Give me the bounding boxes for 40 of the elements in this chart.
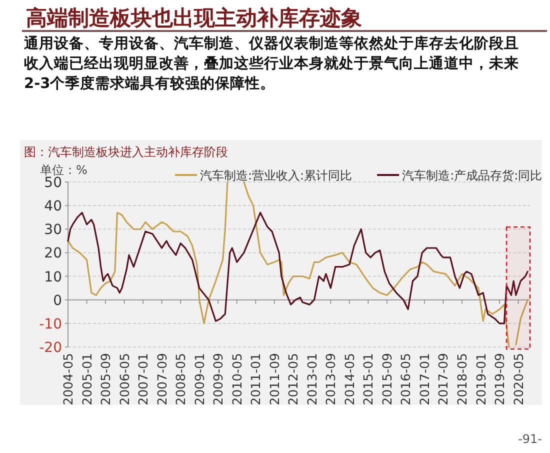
x-tick-label: 2016-05 — [398, 353, 414, 406]
x-tick-label: 2011-09 — [266, 352, 282, 406]
y-tick-label: -10 — [39, 316, 62, 332]
x-tick-label: 2010-05 — [229, 353, 244, 406]
y-tick-label: -20 — [39, 340, 62, 356]
text: 图：汽车制造板块进入主动补库存阶段 — [24, 145, 228, 159]
x-tick-label: 2008-05 — [173, 353, 188, 406]
chart-title: 高端制造板块也出现主动补库存迹象 — [26, 4, 362, 32]
x-tick-label: 2009-09 — [210, 352, 226, 406]
x-tick-label: 2018-05 — [454, 353, 470, 406]
x-tick-label: 2007-09 — [154, 352, 170, 406]
y-tick-label: 50 — [44, 175, 62, 191]
x-tick-label: 2019-09 — [492, 352, 508, 406]
x-tick-label: 2006-05 — [116, 353, 132, 406]
y-tick-label: 10 — [44, 269, 62, 286]
x-tick-label: 2013-01 — [304, 353, 320, 406]
y-axis-title: 单位：% — [40, 163, 88, 177]
text: -91- — [518, 432, 542, 446]
legend-label: 汽车制造:产成品存货:同比 — [402, 168, 542, 182]
legend-label: 汽车制造:营业收入:累计同比 — [200, 168, 352, 182]
x-tick-label: 2007-01 — [136, 353, 151, 406]
x-tick-label: 2015-01 — [360, 353, 376, 406]
x-tick-label: 2009-01 — [192, 353, 207, 406]
x-tick-label: 2017-01 — [416, 353, 432, 406]
x-tick-label: 2005-09 — [98, 352, 114, 406]
x-tick-label: 2015-09 — [379, 352, 394, 406]
x-tick-label: 2017-09 — [436, 352, 451, 406]
y-tick-label: 40 — [44, 198, 62, 215]
x-tick-label: 2005-01 — [79, 353, 94, 406]
x-tick-label: 2012-05 — [286, 353, 301, 406]
y-tick-label: 20 — [44, 246, 62, 262]
y-tick-label: 0 — [53, 292, 62, 309]
x-tick-label: 2004-05 — [60, 353, 76, 406]
y-tick-label: 30 — [44, 222, 62, 238]
chart-subtitle: 通用设备、专用设备、汽车制造、仪器仪表制造等依然处于库存去化阶段且收入端已经出现明显改善，叠加这些行业本身就处于景气向上通道中，未来2-3个季度需求端具有较强的保障性。 — [24, 34, 520, 94]
x-tick-label: 2019-01 — [473, 353, 488, 406]
x-tick-label: 2014-05 — [342, 353, 357, 406]
x-tick-label: 2011-01 — [248, 353, 264, 406]
x-tick-label: 2013-09 — [323, 352, 338, 406]
x-tick-label: 2020-05 — [510, 353, 526, 406]
